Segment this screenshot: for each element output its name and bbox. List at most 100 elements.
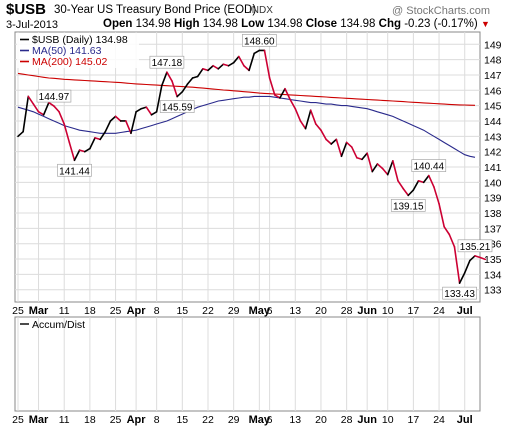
- y-tick-label: 137: [484, 223, 502, 235]
- price-segment: [263, 49, 271, 79]
- price-segment: [212, 64, 220, 70]
- close-value: 134.98: [340, 18, 376, 30]
- price-segment: [330, 138, 338, 145]
- price-segment: [104, 120, 112, 133]
- price-segment: [273, 94, 281, 99]
- price-segment: [289, 98, 297, 110]
- price-segment: [17, 130, 24, 138]
- low-label: Low: [241, 18, 265, 30]
- quote-date: 3-Jul-2013: [6, 19, 58, 31]
- price-segment: [186, 77, 194, 85]
- price-segment: [135, 107, 143, 113]
- price-segment: [397, 180, 404, 190]
- ad-legend-entry: Accum/Dist: [32, 319, 85, 331]
- price-segment: [237, 55, 245, 67]
- x-tick-label: May: [249, 305, 271, 317]
- open-label: Open: [103, 18, 133, 30]
- exchange-label: INDX: [249, 5, 273, 16]
- legend-entry: MA(50) 141.63: [32, 45, 102, 57]
- y-tick-label: 148: [484, 55, 502, 67]
- price-segment: [392, 160, 399, 182]
- price-segment: [89, 137, 96, 150]
- y-tick-label: 147: [484, 70, 502, 82]
- price-segment: [94, 137, 101, 141]
- y-tick-label: 139: [484, 193, 502, 205]
- price-segment: [366, 152, 374, 173]
- price-segment: [78, 149, 86, 153]
- data-label: 148.60: [244, 36, 275, 47]
- price-segment: [222, 63, 230, 67]
- y-tick-label: 138: [484, 208, 502, 220]
- price-segment: [253, 49, 261, 55]
- ma200-line: [17, 72, 476, 106]
- x-tick-label: 17: [408, 305, 420, 317]
- price-segment: [407, 189, 415, 197]
- y-tick-label: 134: [484, 269, 502, 281]
- y-tick-label: 135: [484, 254, 502, 266]
- y-tick-label: 146: [484, 85, 502, 97]
- ad-x-tick-label: 25: [110, 414, 122, 426]
- price-segment: [217, 63, 225, 70]
- y-tick-label: 133: [484, 285, 502, 297]
- x-tick-label: 28: [341, 305, 353, 317]
- price-segment: [340, 141, 348, 158]
- ad-x-tick-label: 18: [84, 414, 96, 426]
- ad-x-tick-label: May: [249, 414, 271, 426]
- price-segment: [279, 87, 286, 99]
- price-segment: [458, 272, 466, 284]
- legend-entry: MA(200) 145.02: [32, 56, 107, 68]
- down-arrow-icon: ▼: [480, 19, 490, 29]
- price-segment: [58, 110, 66, 125]
- price-segment: [361, 152, 368, 161]
- ad-x-tick-label: Jul: [457, 414, 473, 426]
- price-segment: [469, 255, 476, 262]
- price-segment: [114, 115, 122, 122]
- price-segment: [243, 64, 250, 72]
- price-segment: [463, 259, 471, 274]
- price-segment: [325, 138, 333, 145]
- price-segment: [227, 61, 235, 67]
- price-segment: [453, 245, 461, 284]
- legend-box: [17, 33, 139, 68]
- y-tick-label: 143: [484, 131, 502, 143]
- data-label-box: [242, 34, 277, 47]
- price-segment: [37, 110, 45, 116]
- price-segment: [304, 109, 312, 130]
- high-label: High: [173, 18, 200, 30]
- price-segment: [68, 141, 76, 162]
- x-tick-label: 25: [12, 305, 24, 317]
- price-segment: [202, 68, 209, 72]
- price-segment: [438, 203, 445, 228]
- data-label: 133.43: [444, 289, 475, 300]
- ad-plot-frame: [14, 316, 481, 412]
- x-tick-label: 6: [267, 305, 273, 317]
- open-value: 134.98: [135, 18, 171, 30]
- price-segment: [335, 138, 343, 158]
- ad-x-tick-label: Mar: [29, 414, 49, 426]
- data-label-box: [159, 100, 195, 113]
- price-segment: [386, 160, 394, 176]
- x-tick-label: 11: [59, 305, 70, 317]
- price-segment: [248, 52, 256, 72]
- price-segment: [294, 107, 302, 122]
- data-label: 139.15: [393, 201, 424, 212]
- price-segment: [130, 110, 137, 135]
- y-tick-label: 149: [484, 39, 502, 51]
- price-segment: [268, 77, 276, 96]
- price-segment: [160, 71, 168, 87]
- y-tick-label: 141: [484, 162, 502, 174]
- price-segment: [176, 91, 184, 98]
- price-segment: [479, 256, 487, 261]
- y-tick-label: 145: [484, 101, 502, 113]
- main-panel: 1331341351361371381391401411421431441451…: [12, 31, 502, 317]
- price-segment: [155, 84, 163, 113]
- x-tick-label: 25: [110, 305, 122, 317]
- high-value: 134.98: [202, 18, 238, 30]
- chg-value: -0.23 (-0.17%): [404, 18, 478, 30]
- price-segment: [140, 106, 148, 110]
- price-segment: [22, 95, 30, 133]
- x-tick-label: 13: [289, 305, 301, 317]
